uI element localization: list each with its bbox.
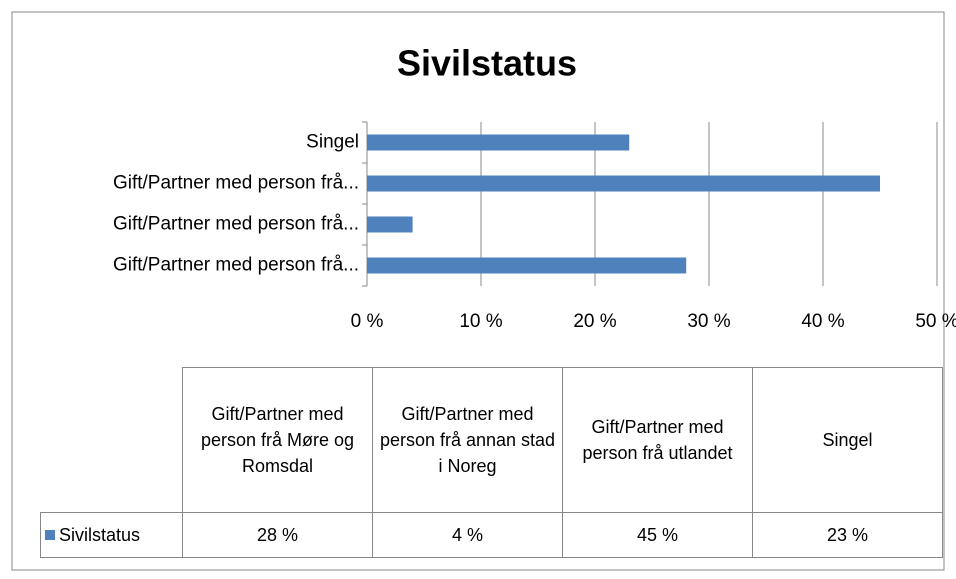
table-value: 23 % [752, 512, 943, 558]
bar [367, 216, 413, 233]
chart-title: Sivilstatus [397, 43, 577, 84]
bar [367, 134, 630, 151]
y-tick-label: Singel [306, 132, 359, 153]
chart-border [11, 11, 945, 571]
table-header: Gift/Partner med person frå annan stad i… [372, 367, 563, 513]
table-header: Gift/Partner med person frå utlandet [562, 367, 753, 513]
x-tick-label: 50 % [915, 311, 956, 332]
x-tick-label: 10 % [459, 311, 502, 332]
table-value: 28 % [182, 512, 373, 558]
table-header: Gift/Partner med person frå Møre og Roms… [182, 367, 373, 513]
x-tick-label: 20 % [573, 311, 616, 332]
y-tick-label: Gift/Partner med person frå... [113, 255, 359, 276]
y-tick-label: Gift/Partner med person frå... [113, 214, 359, 235]
bar [367, 257, 687, 274]
table-header: Singel [752, 367, 943, 513]
y-tick-label: Gift/Partner med person frå... [113, 173, 359, 194]
x-tick-label: 30 % [687, 311, 730, 332]
legend-marker [45, 530, 55, 540]
legend-cell: Sivilstatus [40, 512, 183, 558]
bar [367, 175, 880, 192]
x-tick-label: 40 % [801, 311, 844, 332]
legend-label: Sivilstatus [59, 525, 141, 545]
x-tick-label: 0 % [351, 311, 384, 332]
table-value: 4 % [372, 512, 563, 558]
table-value: 45 % [562, 512, 753, 558]
